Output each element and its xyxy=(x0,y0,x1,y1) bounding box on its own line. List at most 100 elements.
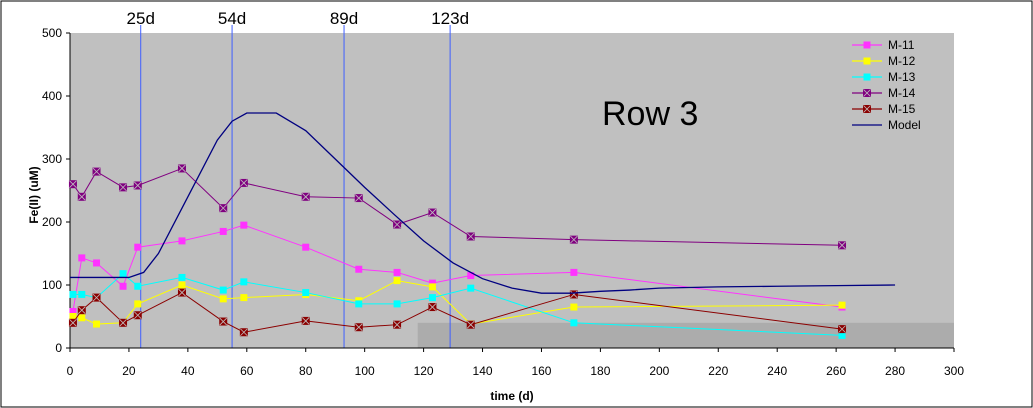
data-point-m-15 xyxy=(219,317,228,326)
legend-label: M-11 xyxy=(888,38,915,52)
legend-swatch-marker xyxy=(863,73,871,81)
chart-annotation: Row 3 xyxy=(602,95,698,133)
vertical-marker-label: 89d xyxy=(330,9,358,28)
x-tick-label: 300 xyxy=(944,364,964,378)
data-point-m-15 xyxy=(119,318,128,327)
legend-item-m-14: M-14 xyxy=(852,86,916,100)
data-point-m-15 xyxy=(77,306,86,315)
x-axis-title: time (d) xyxy=(490,389,533,403)
legend-item-m-13: M-13 xyxy=(852,70,916,84)
x-tick-label: 40 xyxy=(181,364,195,378)
data-point-m-11 xyxy=(355,265,363,273)
data-point-m-11 xyxy=(178,237,186,245)
legend-label: M-12 xyxy=(888,54,916,68)
x-tick-label: 0 xyxy=(67,364,74,378)
data-point-m-15 xyxy=(177,288,186,297)
data-point-m-11 xyxy=(69,307,77,315)
y-tick-label: 300 xyxy=(42,152,62,166)
vertical-marker-label: 25d xyxy=(127,9,155,28)
data-point-m-11 xyxy=(393,268,401,276)
x-tick-label: 120 xyxy=(414,364,434,378)
legend-label: M-15 xyxy=(888,102,916,116)
series-model xyxy=(70,112,896,294)
x-tick-label: 180 xyxy=(590,364,610,378)
data-point-m-11 xyxy=(219,227,227,235)
data-point-m-15 xyxy=(301,316,310,325)
legend-label: Model xyxy=(888,118,921,132)
data-point-m-13 xyxy=(570,319,578,327)
y-tick-label: 0 xyxy=(55,341,62,355)
data-point-m-15 xyxy=(92,293,101,302)
vertical-marker-label: 54d xyxy=(218,9,246,28)
series-line-model xyxy=(70,112,896,294)
data-point-m-13 xyxy=(69,290,77,298)
x-tick-label: 260 xyxy=(826,364,846,378)
data-point-m-11 xyxy=(428,279,436,287)
data-point-m-11 xyxy=(134,243,142,251)
series-m-15 xyxy=(68,288,847,337)
data-point-m-11 xyxy=(78,254,86,262)
data-point-m-15 xyxy=(68,318,77,327)
x-tick-label: 220 xyxy=(708,364,728,378)
data-point-m-11 xyxy=(467,272,475,280)
x-tick-label: 60 xyxy=(240,364,254,378)
data-point-m-14 xyxy=(92,167,101,176)
data-point-m-13 xyxy=(219,286,227,294)
legend-label: M-13 xyxy=(888,70,916,84)
x-tick-label: 20 xyxy=(122,364,136,378)
legend-swatch-marker xyxy=(863,57,871,65)
series-m-11 xyxy=(69,221,846,315)
data-point-m-12 xyxy=(393,277,401,285)
data-point-m-14 xyxy=(177,164,186,173)
data-point-m-13 xyxy=(428,294,436,302)
data-point-m-11 xyxy=(570,268,578,276)
data-point-m-12 xyxy=(838,301,846,309)
data-point-m-15 xyxy=(239,328,248,337)
data-point-m-13 xyxy=(178,273,186,281)
data-point-m-11 xyxy=(240,221,248,229)
legend-swatch-marker xyxy=(863,105,871,113)
legend-item-m-12: M-12 xyxy=(852,54,916,68)
y-axis-title: Fe(II) (uM) xyxy=(27,166,41,223)
data-point-m-15 xyxy=(569,290,578,299)
legend-swatch-marker xyxy=(863,41,871,49)
data-point-m-14 xyxy=(133,181,142,190)
data-point-m-15 xyxy=(354,323,363,332)
data-point-m-11 xyxy=(93,259,101,267)
data-point-m-14 xyxy=(838,241,847,250)
data-point-m-13 xyxy=(240,278,248,286)
series-m-14 xyxy=(68,164,847,250)
data-point-m-13 xyxy=(78,290,86,298)
x-tick-label: 80 xyxy=(299,364,313,378)
data-point-m-14 xyxy=(68,180,77,189)
x-tick-label: 100 xyxy=(355,364,375,378)
data-point-m-12 xyxy=(178,281,186,289)
data-point-m-14 xyxy=(77,192,86,201)
legend-label: M-14 xyxy=(888,86,916,100)
legend-swatch-marker xyxy=(863,89,871,97)
data-point-m-12 xyxy=(570,303,578,311)
data-point-m-14 xyxy=(466,232,475,241)
data-point-m-12 xyxy=(78,314,86,322)
data-point-m-13 xyxy=(467,284,475,292)
data-point-m-12 xyxy=(428,283,436,291)
y-tick-label: 400 xyxy=(42,89,62,103)
legend-item-m-11: M-11 xyxy=(852,38,915,52)
y-tick-label: 200 xyxy=(42,215,62,229)
data-point-m-14 xyxy=(119,183,128,192)
data-point-m-13 xyxy=(838,331,846,339)
x-tick-label: 140 xyxy=(473,364,493,378)
data-point-m-14 xyxy=(569,235,578,244)
x-tick-label: 280 xyxy=(885,364,905,378)
data-point-m-13 xyxy=(393,300,401,308)
data-point-m-11 xyxy=(302,243,310,251)
legend-item-model: Model xyxy=(852,118,921,132)
data-point-m-15 xyxy=(838,325,847,334)
x-tick-label: 160 xyxy=(531,364,551,378)
data-point-m-15 xyxy=(428,303,437,312)
data-point-m-15 xyxy=(466,320,475,329)
data-point-m-12 xyxy=(240,294,248,302)
data-point-m-15 xyxy=(133,311,142,320)
